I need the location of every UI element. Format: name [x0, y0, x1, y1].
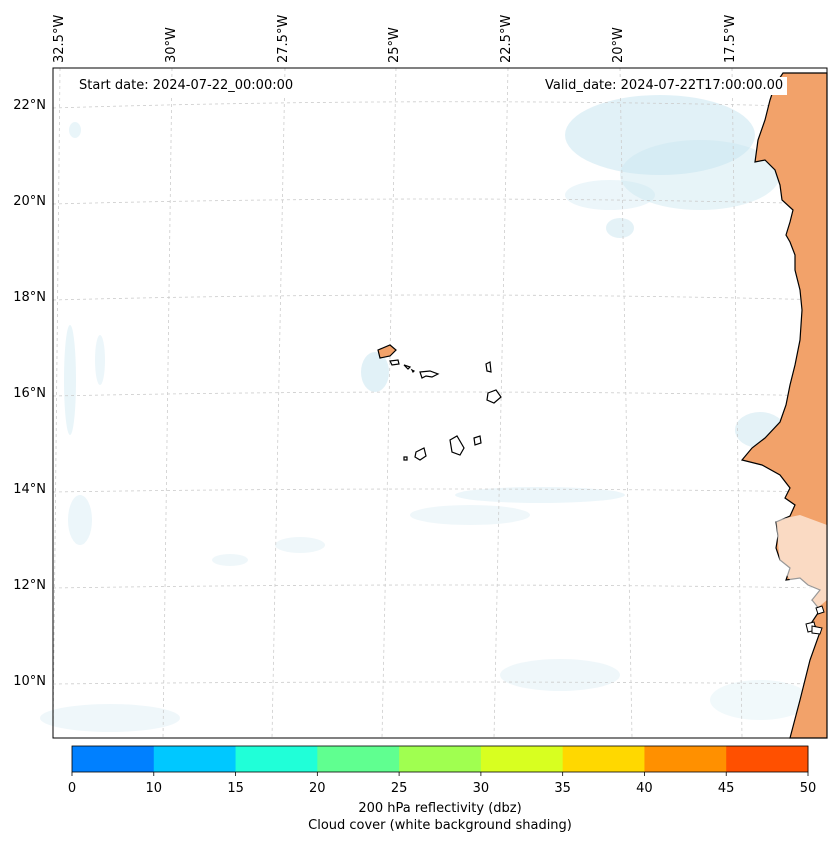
colorbar-tick-label: 25: [390, 781, 408, 796]
map-background: [53, 68, 827, 738]
lon-label: 17.5°W: [723, 14, 738, 63]
lat-label: 12°N: [13, 578, 46, 593]
colorbar-segment: [562, 746, 645, 772]
valid-date-label: Valid_date: 2024-07-22T17:00:00.00: [541, 77, 788, 95]
colorbar-tick-label: 15: [227, 781, 244, 796]
lon-label: 32.5°W: [52, 14, 67, 63]
map-frame: [52, 67, 828, 739]
colorbar-segment: [72, 746, 155, 772]
colorbar-segment: [399, 746, 482, 772]
land-cloud-overlay: [776, 515, 827, 610]
colorbar-tick-label: 50: [799, 781, 817, 796]
start-date-label: Start date: 2024-07-22_00:00:00: [75, 77, 298, 95]
lat-label: 14°N: [13, 482, 46, 497]
colorbar-title: 200 hPa reflectivity (dbz): [358, 801, 522, 816]
colorbar-tick-label: 0: [67, 781, 77, 796]
lat-label: 18°N: [13, 290, 46, 305]
colorbar-segment: [153, 746, 237, 772]
colorbar-tick-label: 40: [636, 781, 653, 796]
lat-label: 16°N: [13, 386, 46, 401]
cape-verde-islands: [377, 344, 502, 461]
colorbar-tick-marks: [71, 772, 809, 776]
colorbar-subtitle: Cloud cover (white background shading): [308, 818, 572, 833]
lon-label: 27.5°W: [276, 14, 291, 63]
colorbar-segment: [480, 746, 564, 772]
lat-label: 22°N: [13, 98, 46, 113]
colorbar-segment: [644, 746, 727, 772]
colorbar-segment: [235, 746, 318, 772]
colorbar-tick-label: 35: [554, 781, 571, 796]
graticule: [52, 67, 828, 739]
colorbar-tick-label: 20: [309, 781, 326, 796]
lon-label: 20°W: [611, 27, 626, 63]
lon-label: 30°W: [164, 27, 179, 63]
colorbar-tick-label: 30: [472, 781, 490, 796]
cloud-shading: [40, 95, 810, 732]
lon-label: 25°W: [387, 27, 402, 63]
lat-label: 20°N: [13, 194, 46, 209]
lat-label: 10°N: [13, 674, 46, 689]
colorbar-frame: [71, 745, 809, 773]
colorbar-tick-label: 10: [145, 781, 163, 796]
coastal-islands: [805, 605, 825, 635]
lon-label: 22.5°W: [499, 14, 514, 63]
colorbar-segment: [317, 746, 400, 772]
colorbar-segment: [726, 746, 809, 772]
colorbar-tick-label: 45: [717, 781, 735, 796]
colorbar: [72, 746, 809, 772]
